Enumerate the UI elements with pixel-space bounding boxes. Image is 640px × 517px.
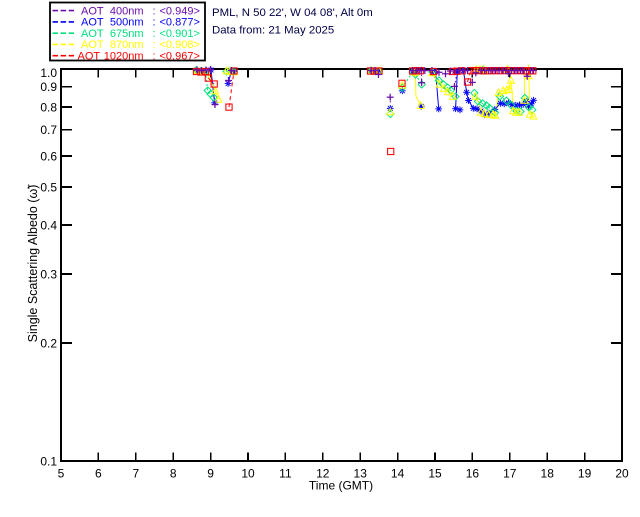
- svg-text:12: 12: [316, 467, 330, 481]
- svg-text:20: 20: [615, 467, 629, 481]
- svg-text:1.0: 1.0: [40, 66, 57, 80]
- svg-text::: :: [152, 51, 155, 63]
- svg-text:<0.967>: <0.967>: [160, 51, 200, 63]
- svg-text:0.4: 0.4: [40, 218, 57, 232]
- svg-text:0.3: 0.3: [40, 267, 57, 281]
- svg-text:Time (GMT): Time (GMT): [309, 479, 373, 493]
- svg-text:10: 10: [241, 467, 255, 481]
- svg-text:15: 15: [428, 467, 442, 481]
- svg-text:<0.901>: <0.901>: [160, 28, 200, 40]
- svg-text:14: 14: [391, 467, 405, 481]
- svg-text:13: 13: [354, 467, 368, 481]
- svg-text:AOT: AOT: [81, 39, 104, 51]
- svg-text:PML, N 50 22', W 04 08', Alt 0: PML, N 50 22', W 04 08', Alt 0m: [212, 7, 373, 19]
- svg-text:11: 11: [279, 467, 292, 481]
- svg-text::: :: [152, 39, 155, 51]
- svg-text:<0.949>: <0.949>: [160, 5, 200, 17]
- svg-text:0.8: 0.8: [40, 100, 57, 114]
- svg-text:18: 18: [541, 467, 555, 481]
- svg-text:17: 17: [503, 467, 517, 481]
- svg-text:5: 5: [58, 467, 65, 481]
- svg-text:6: 6: [95, 467, 102, 481]
- svg-text:Data from: 21 May 2025: Data from: 21 May 2025: [212, 25, 334, 37]
- svg-text::: :: [152, 28, 155, 40]
- svg-text::: :: [152, 17, 155, 29]
- svg-text:0.6: 0.6: [40, 149, 57, 163]
- svg-text:AOT: AOT: [81, 28, 104, 40]
- svg-text:16: 16: [466, 467, 480, 481]
- svg-text::: :: [152, 5, 155, 17]
- svg-text:<0.908>: <0.908>: [160, 39, 200, 51]
- svg-text:0.2: 0.2: [40, 336, 57, 350]
- svg-text:870nm: 870nm: [110, 39, 144, 51]
- svg-text:0.7: 0.7: [40, 123, 57, 137]
- svg-text:AOT: AOT: [78, 51, 101, 63]
- svg-text:0.1: 0.1: [40, 454, 57, 468]
- svg-text:0.9: 0.9: [40, 80, 57, 94]
- svg-text:Single Scattering Albedo (ω̃): Single Scattering Albedo (ω̃): [26, 184, 40, 343]
- svg-text:AOT: AOT: [81, 5, 104, 17]
- svg-text:500nm: 500nm: [110, 17, 144, 29]
- svg-text:19: 19: [578, 467, 592, 481]
- svg-text:7: 7: [132, 467, 139, 481]
- svg-text:8: 8: [170, 467, 177, 481]
- svg-text:<0.877>: <0.877>: [160, 17, 200, 29]
- svg-text:0.5: 0.5: [40, 180, 57, 194]
- svg-text:1020nm: 1020nm: [104, 51, 144, 63]
- svg-text:9: 9: [207, 467, 214, 481]
- svg-text:400nm: 400nm: [110, 5, 144, 17]
- svg-text:675nm: 675nm: [110, 28, 144, 40]
- svg-text:AOT: AOT: [81, 17, 104, 29]
